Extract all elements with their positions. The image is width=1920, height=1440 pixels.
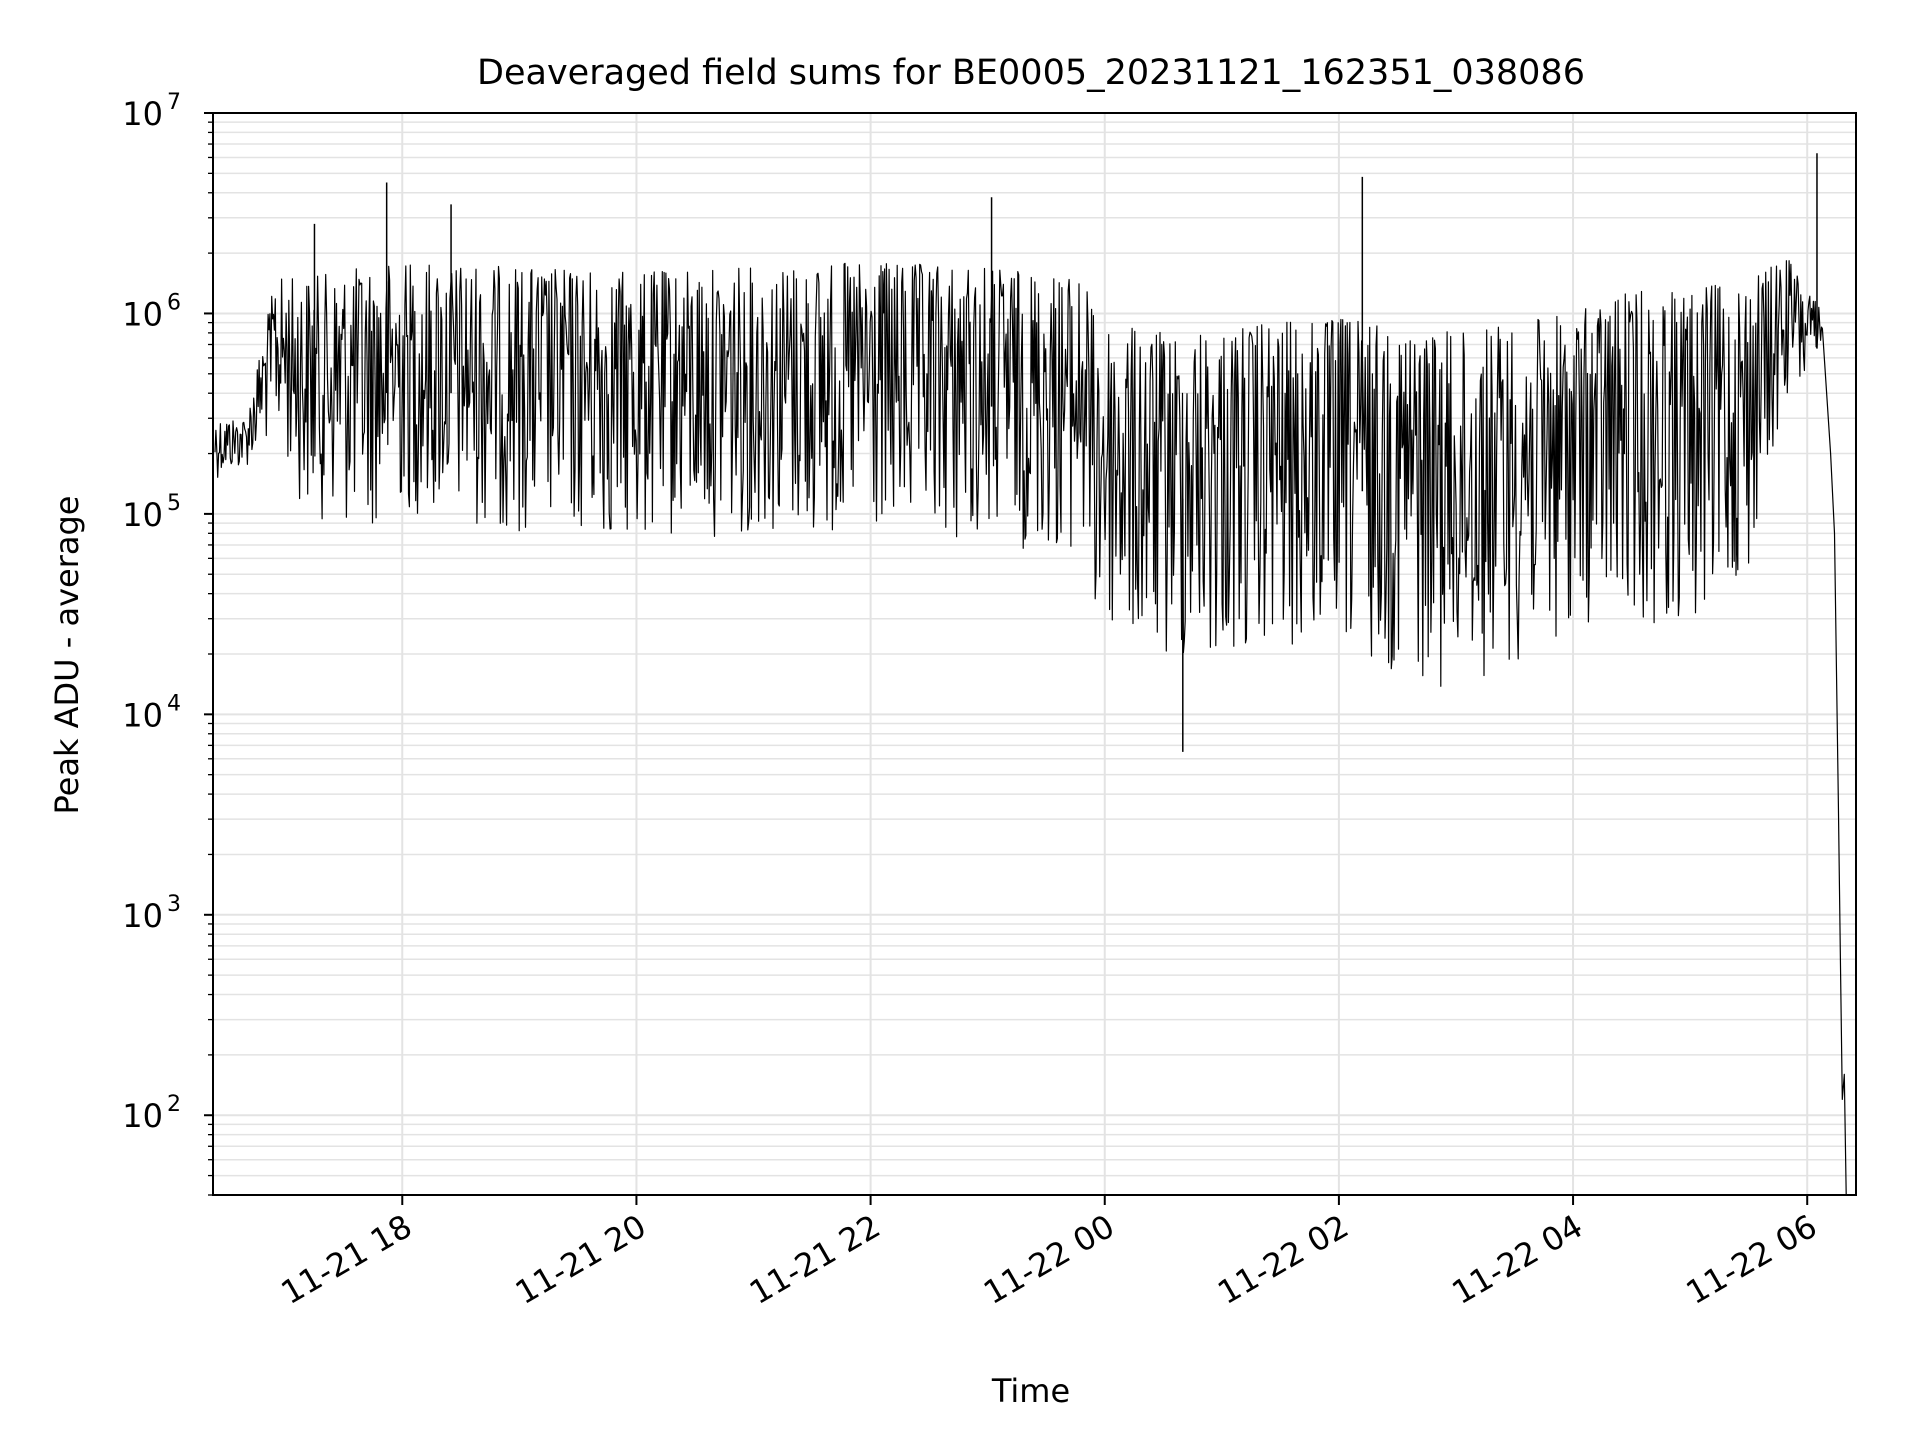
y-tick-label: 10: [122, 496, 163, 534]
y-tick-exponent: 2: [167, 1092, 181, 1117]
y-tick-label: 10: [122, 897, 163, 935]
x-axis-label: Time: [991, 1372, 1070, 1410]
y-tick-label: 10: [122, 696, 163, 734]
y-tick-exponent: 4: [167, 691, 181, 716]
y-tick-label: 10: [122, 295, 163, 333]
y-axis-label: Peak ADU - average: [48, 496, 86, 815]
series-line: [214, 153, 1847, 1196]
y-tick-exponent: 3: [167, 892, 181, 917]
series-path: [214, 260, 1847, 1196]
y-tick-exponent: 7: [167, 90, 181, 115]
y-tick-label: 10: [122, 1097, 163, 1135]
y-tick-exponent: 5: [167, 491, 181, 516]
chart-title: Deaveraged field sums for BE0005_2023112…: [477, 53, 1585, 93]
y-tick-label: 10: [122, 95, 163, 133]
y-tick-exponent: 6: [167, 290, 181, 315]
grid: [213, 112, 1856, 1196]
